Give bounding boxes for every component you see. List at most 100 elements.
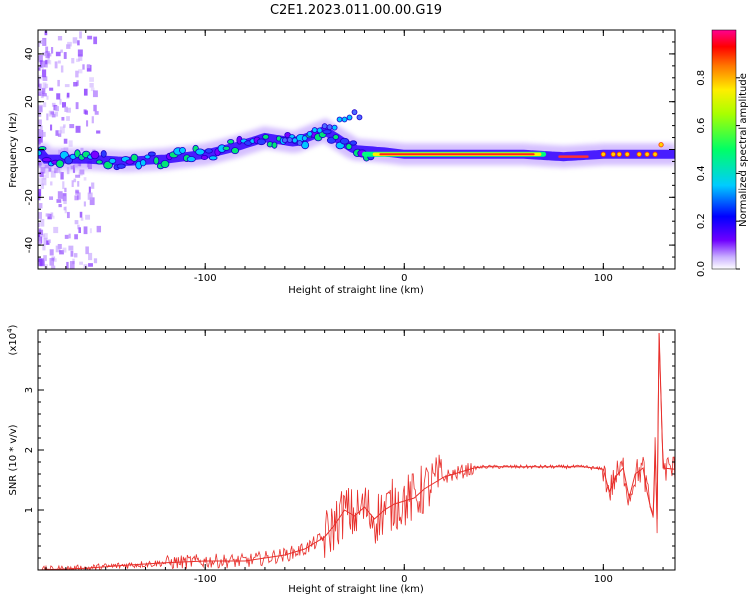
snr-frame: [37, 329, 676, 571]
heatmap-blob: [339, 137, 350, 145]
heatmap-blob: [322, 129, 332, 135]
heatmap-cell: [45, 170, 49, 179]
heatmap-cell: [39, 60, 43, 68]
heatmap-cell: [89, 197, 95, 206]
heatmap-blob: [153, 156, 160, 165]
heatmap-blob: [291, 137, 298, 144]
heatmap-cell: [51, 256, 56, 261]
heatmap-cell: [73, 178, 77, 183]
heatmap-cell: [38, 139, 40, 145]
spectrogram-ytick-label: 40: [24, 48, 35, 61]
heatmap-cell: [79, 169, 85, 175]
heatmap-cell: [43, 237, 48, 245]
heatmap-cell: [89, 83, 94, 88]
heatmap-cell: [38, 111, 42, 117]
heatmap-blob: [610, 151, 616, 157]
heatmap-cell: [77, 192, 81, 200]
heatmap-cell: [83, 226, 88, 235]
heatmap-cell: [57, 36, 63, 41]
snr-multiplier-base: (x10: [8, 333, 19, 356]
snr-panel: -100 0 100 1 2 3 Height of straight line (km)…: [6, 324, 676, 595]
heatmap-cell: [64, 106, 68, 112]
heatmap-blob: [321, 123, 328, 130]
heatmap-cell: [38, 192, 41, 201]
heatmap-blob: [351, 109, 358, 116]
heatmap-cell: [93, 104, 97, 112]
heatmap-blob: [144, 154, 151, 160]
heatmap-blob: [624, 151, 630, 157]
heatmap-cell: [40, 167, 46, 174]
heatmap-cell: [75, 189, 79, 195]
heatmap-cell: [92, 90, 98, 98]
heatmap-cell: [59, 170, 62, 175]
colorbar-tick-label: 0.4: [696, 165, 707, 181]
heatmap-cell: [50, 124, 53, 131]
heatmap-blob: [301, 140, 310, 150]
heatmap-cell: [91, 182, 95, 189]
heatmap-cell: [38, 66, 41, 71]
heatmap-blob: [204, 148, 213, 154]
spectrogram-ytick-label: 20: [24, 95, 35, 108]
heatmap-cell: [42, 39, 46, 46]
heatmap-cell: [88, 186, 91, 194]
heatmap-cell: [57, 79, 60, 87]
heatmap-cell: [60, 172, 64, 180]
heatmap-cell: [55, 245, 61, 253]
heatmap-blob: [179, 146, 186, 154]
svg-text:(x104): (x104): [6, 324, 19, 355]
spectrogram-ytick-label: -20: [24, 189, 35, 205]
heatmap-cell: [42, 174, 47, 180]
heatmap-cell: [38, 136, 43, 143]
heatmap-blob: [644, 151, 650, 157]
heatmap-cell: [38, 78, 40, 85]
heatmap-blob: [331, 124, 338, 131]
heatmap-cell: [88, 252, 93, 261]
colorbar-tick-label: 0.0: [696, 261, 707, 277]
heatmap-cell: [86, 64, 91, 69]
heatmap-cell: [64, 84, 70, 88]
heatmap-blob: [95, 159, 103, 165]
heatmap-cell: [61, 116, 65, 121]
heatmap-cell: [91, 116, 94, 124]
snr-ytick-label: 3: [24, 387, 35, 393]
heatmap-cell: [75, 70, 79, 78]
colorbar-ticks: 0.0 0.2 0.4 0.6 0.8: [696, 70, 740, 277]
heatmap-cell: [55, 130, 59, 136]
colorbar-tick-label: 0.6: [696, 118, 707, 134]
heatmap-blob: [345, 143, 353, 150]
heatmap-cell: [68, 233, 71, 239]
heatmap-cell: [80, 217, 84, 221]
heatmap-cell: [59, 98, 62, 105]
heatmap-cell: [38, 237, 41, 244]
heatmap-cell: [45, 51, 50, 59]
heatmap-cell: [53, 226, 59, 234]
heatmap-cell: [39, 125, 43, 132]
heatmap-blob: [326, 124, 333, 130]
heatmap-cell: [38, 119, 42, 127]
heatmap-cell: [38, 55, 40, 61]
heatmap-cell: [49, 196, 54, 200]
heatmap-blob: [306, 130, 313, 137]
heatmap-cell: [66, 44, 71, 49]
heatmap-cell: [93, 36, 98, 45]
heatmap-cell: [54, 61, 58, 69]
heatmap-cell: [94, 111, 99, 115]
heatmap-cell: [42, 60, 46, 68]
heatmap-cell: [45, 46, 49, 53]
heatmap-cell: [85, 246, 89, 255]
heatmap-cell: [83, 201, 86, 207]
heatmap-blob: [186, 156, 196, 163]
heatmap-cell: [86, 64, 92, 72]
heatmap-blob: [600, 151, 606, 157]
heatmap-blob: [341, 116, 348, 123]
colorbar-gradient: [711, 29, 737, 270]
heatmap-cell: [38, 241, 41, 245]
heatmap-cell: [38, 54, 43, 63]
heatmap-blob: [222, 145, 230, 151]
colorbar-label: Normalized spectral amplitude: [738, 73, 749, 227]
heatmap-cell: [40, 234, 45, 238]
heatmap-cell: [84, 110, 89, 115]
heatmap-cell: [79, 261, 83, 265]
heatmap-blob: [90, 150, 100, 160]
heatmap-cell: [49, 87, 54, 91]
